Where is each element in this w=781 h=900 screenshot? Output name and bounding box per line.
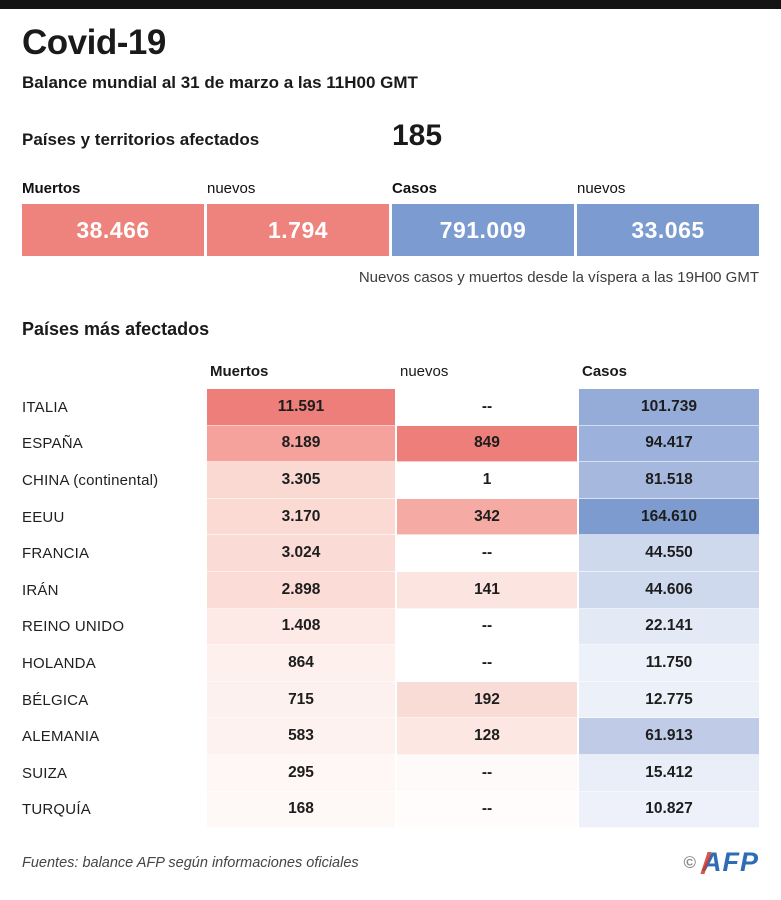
muertos-cell: 864 [207,645,395,682]
casos-cell: 44.550 [579,535,759,572]
footer: Fuentes: balance AFP según informaciones… [22,849,759,876]
country-label: FRANCIA [22,545,90,563]
table-row: IRÁN 2.898 141 44.606 [22,571,759,609]
muertos-cell: 3.024 [207,535,395,572]
nuevos-cell: 342 [397,498,577,536]
casos-cell: 22.141 [579,608,759,646]
muertos-cell: 715 [207,681,395,719]
country-label: REINO UNIDO [22,618,125,636]
country-label: ITALIA [22,398,68,416]
table-row: ESPAÑA 8.189 849 94.417 [22,425,759,463]
nuevos-cell: -- [397,535,577,572]
table-header-spacer [22,363,205,380]
summary-note: Nuevos casos y muertos desde la víspera … [358,269,759,286]
nuevos-cell: 141 [397,571,577,609]
country-label: EEUU [22,508,65,526]
nuevos-cell: -- [397,608,577,646]
table-header-nuevos: nuevos [400,363,449,380]
muertos-cell: 583 [207,718,395,755]
affected-label: Países y territorios afectados [22,130,260,149]
summary-value-box: 791.009 [392,204,574,256]
table-body: ITALIA 11.591 -- 101.739 ESPAÑA 8.189 849 94.41… [22,389,759,829]
table-row: FRANCIA 3.024 -- 44.550 [22,535,759,572]
country-label: SUIZA [22,764,68,782]
table-title: Países más afectados [22,319,210,339]
table-row: TURQUÍA 168 -- 10.827 [22,791,759,829]
casos-cell: 12.775 [579,681,759,719]
muertos-cell: 168 [207,791,395,829]
source-note: Fuentes: balance AFP según informaciones… [22,854,359,871]
muertos-cell: 3.305 [207,462,395,499]
casos-cell: 94.417 [579,425,759,463]
nuevos-cell: 128 [397,718,577,755]
casos-cell: 81.518 [579,462,759,499]
nuevos-cell: -- [397,791,577,829]
summary-col-label: Casos [392,180,438,197]
table-row: REINO UNIDO 1.408 -- 22.141 [22,608,759,646]
casos-cell: 11.750 [579,645,759,682]
table-row: CHINA (continental) 3.305 1 81.518 [22,462,759,499]
nuevos-cell: 192 [397,681,577,719]
casos-cell: 10.827 [579,791,759,829]
country-label: CHINA (continental) [22,471,159,489]
country-label: TURQUÍA [22,801,91,819]
muertos-cell: 11.591 [207,389,395,426]
table-header-row: Muertos nuevos Casos [22,363,759,380]
country-label: ALEMANIA [22,728,100,746]
nuevos-cell: -- [397,645,577,682]
infographic: Covid-19 Balance mundial al 31 de marzo … [0,23,781,876]
afp-logo: © AFP [683,849,759,876]
table-row: SUIZA 295 -- 15.412 [22,754,759,792]
nuevos-cell: -- [397,389,577,426]
muertos-cell: 8.189 [207,425,395,463]
summary-value-row: 38.466 1.794 791.009 33.065 [22,204,759,256]
summary-col-label: nuevos [577,180,626,197]
affected-row: Países y territorios afectados 185 [22,116,759,156]
country-label: HOLANDA [22,654,96,672]
nuevos-cell: -- [397,754,577,792]
afp-logo-text: AFP [702,847,759,878]
casos-cell: 61.913 [579,718,759,755]
summary-value-box: 33.065 [577,204,759,256]
table-row: ITALIA 11.591 -- 101.739 [22,389,759,426]
summary-header-row: Muertos nuevos Casos nuevos [22,180,759,197]
table-header-casos: Casos [582,363,628,380]
country-label: BÉLGICA [22,691,89,709]
nuevos-cell: 849 [397,425,577,463]
table-row: BÉLGICA 715 192 12.775 [22,681,759,719]
nuevos-cell: 1 [397,462,577,499]
subtitle: Balance mundial al 31 de marzo a las 11H… [22,73,418,92]
muertos-cell: 2.898 [207,571,395,609]
summary-col-label: nuevos [207,180,256,197]
table-header-muertos: Muertos [210,363,269,380]
page-title: Covid-19 [22,23,166,62]
country-label: IRÁN [22,581,59,599]
table-row: EEUU 3.170 342 164.610 [22,498,759,536]
casos-cell: 164.610 [579,498,759,536]
copyright-icon: © [683,852,696,872]
summary-value-box: 38.466 [22,204,204,256]
casos-cell: 15.412 [579,754,759,792]
table-row: HOLANDA 864 -- 11.750 [22,645,759,682]
country-label: ESPAÑA [22,435,83,453]
casos-cell: 44.606 [579,571,759,609]
muertos-cell: 1.408 [207,608,395,646]
muertos-cell: 3.170 [207,498,395,536]
casos-cell: 101.739 [579,389,759,426]
top-black-bar [0,0,781,9]
muertos-cell: 295 [207,754,395,792]
summary-col-label: Muertos [22,180,81,197]
affected-count: 185 [392,119,443,152]
summary-value-box: 1.794 [207,204,389,256]
table-row: ALEMANIA 583 128 61.913 [22,718,759,755]
